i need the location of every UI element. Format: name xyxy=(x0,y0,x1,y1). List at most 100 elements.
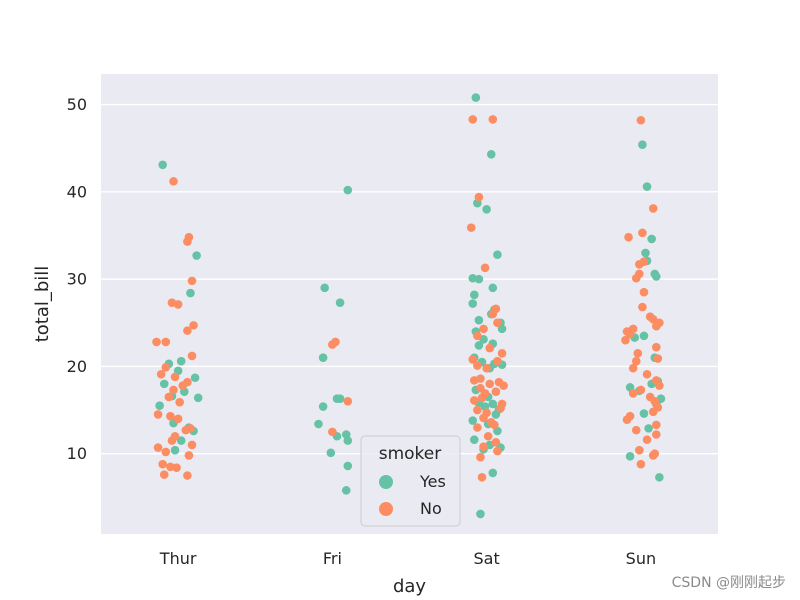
data-point xyxy=(183,471,192,480)
data-point xyxy=(636,385,646,395)
data-point xyxy=(635,259,644,269)
legend-marker-yes xyxy=(379,475,393,489)
data-point xyxy=(488,468,498,478)
data-point xyxy=(164,392,174,402)
y-tick-label: 50 xyxy=(67,95,87,114)
data-point xyxy=(642,182,652,191)
data-point xyxy=(638,140,647,150)
data-point xyxy=(635,445,644,455)
data-point xyxy=(631,356,641,366)
legend-title: smoker xyxy=(379,444,442,464)
data-point xyxy=(474,315,484,325)
data-point xyxy=(636,459,646,469)
legend-label-no: No xyxy=(420,499,442,518)
data-point xyxy=(488,309,498,319)
data-point xyxy=(468,299,478,308)
data-point xyxy=(638,302,647,312)
data-point xyxy=(639,331,649,341)
data-point xyxy=(169,385,178,395)
y-tick-label: 30 xyxy=(67,270,87,289)
data-point xyxy=(639,287,649,297)
data-point xyxy=(473,331,482,341)
data-point xyxy=(184,451,194,460)
data-point xyxy=(653,354,663,363)
data-point xyxy=(343,397,353,406)
y-axis-label: total_bill xyxy=(32,266,53,343)
data-point xyxy=(491,438,501,447)
data-point xyxy=(483,431,493,441)
data-point xyxy=(189,321,198,330)
y-axis-ticks: 10 20 30 40 50 xyxy=(67,95,87,463)
data-point xyxy=(341,486,351,495)
data-point xyxy=(326,448,336,458)
data-point xyxy=(476,509,485,519)
data-point xyxy=(642,435,652,445)
data-point xyxy=(633,349,643,358)
data-point xyxy=(469,435,479,445)
data-point xyxy=(648,407,658,417)
data-point xyxy=(320,283,329,293)
legend-label-yes: Yes xyxy=(419,472,446,491)
data-point xyxy=(187,276,197,286)
data-point xyxy=(652,420,661,430)
data-point xyxy=(468,115,478,124)
data-point xyxy=(466,223,476,232)
data-point xyxy=(655,472,664,482)
data-point xyxy=(482,363,491,373)
data-point xyxy=(183,326,192,335)
data-point xyxy=(625,329,635,339)
grid-lines xyxy=(101,103,718,455)
data-point xyxy=(497,349,507,358)
data-point xyxy=(479,413,488,423)
data-point xyxy=(469,290,479,300)
x-axis-label: day xyxy=(393,576,426,597)
data-point xyxy=(486,150,496,159)
data-point xyxy=(499,381,508,390)
data-point xyxy=(648,451,658,460)
y-tick-label: 20 xyxy=(67,357,87,376)
data-point xyxy=(190,373,200,383)
data-point xyxy=(328,340,337,349)
data-point xyxy=(644,424,653,433)
y-tick-label: 40 xyxy=(67,182,87,201)
x-axis-ticks: Thur Fri Sat Sun xyxy=(159,549,656,568)
data-point xyxy=(172,463,181,472)
data-point xyxy=(491,410,501,419)
data-point xyxy=(159,470,169,479)
data-point xyxy=(488,115,498,124)
data-points xyxy=(152,93,666,519)
data-point xyxy=(474,274,484,284)
data-point xyxy=(167,436,177,445)
data-point xyxy=(485,379,495,389)
data-point xyxy=(173,300,183,309)
data-point xyxy=(159,379,169,389)
data-point xyxy=(482,204,491,214)
data-point xyxy=(469,396,479,405)
data-point xyxy=(473,361,482,370)
data-point xyxy=(641,248,650,258)
data-point xyxy=(631,425,641,435)
x-tick-label: Sun xyxy=(626,549,656,568)
data-point xyxy=(335,298,345,307)
data-point xyxy=(187,351,197,361)
data-point xyxy=(625,452,635,461)
data-point xyxy=(647,234,656,244)
data-point xyxy=(318,402,328,411)
data-point xyxy=(328,427,337,437)
data-point xyxy=(652,430,661,439)
data-point xyxy=(479,442,488,452)
data-point xyxy=(488,399,498,409)
data-point xyxy=(476,452,485,462)
data-point xyxy=(473,423,482,432)
watermark: CSDN @刚刚起步 xyxy=(671,575,786,591)
data-point xyxy=(318,353,328,362)
data-point xyxy=(493,356,502,366)
data-point xyxy=(169,177,178,186)
data-point xyxy=(474,192,484,202)
data-point xyxy=(468,416,478,425)
legend: smoker Yes No xyxy=(360,435,461,527)
data-point xyxy=(622,415,632,424)
data-point xyxy=(152,337,161,347)
x-tick-label: Thur xyxy=(159,549,197,568)
